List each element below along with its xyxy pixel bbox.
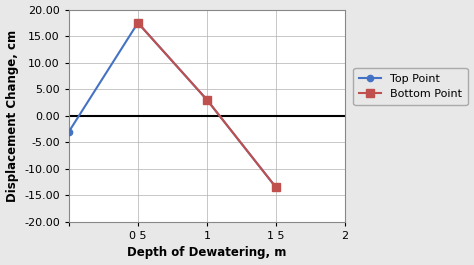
Top Point — [66, 130, 72, 133]
Bottom Point — [135, 21, 141, 24]
Line: Bottom Point: Bottom Point — [134, 19, 280, 192]
Y-axis label: Displacement Change, cm: Displacement Change, cm — [6, 30, 18, 202]
Top Point — [135, 21, 141, 24]
Bottom Point — [204, 98, 210, 101]
Top Point — [204, 98, 210, 101]
Top Point — [273, 186, 279, 189]
X-axis label: Depth of Dewatering, m: Depth of Dewatering, m — [127, 246, 287, 259]
Line: Top Point: Top Point — [66, 20, 279, 191]
Legend: Top Point, Bottom Point: Top Point, Bottom Point — [353, 68, 467, 105]
Bottom Point — [273, 186, 279, 189]
